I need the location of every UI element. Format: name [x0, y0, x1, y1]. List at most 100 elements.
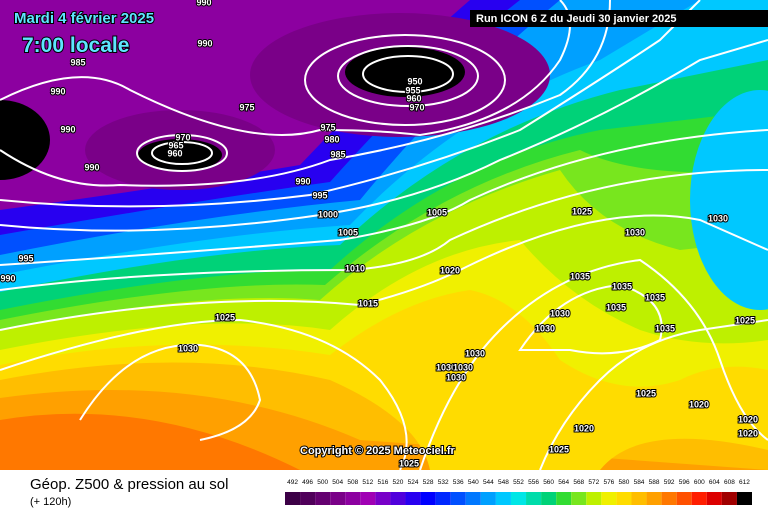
- footer-lead: (+ 120h): [30, 496, 71, 508]
- isobar-label: 1015: [358, 298, 378, 308]
- scale-value: 544: [483, 479, 494, 486]
- header: Mardi 4 février 2025 7:00 locale Run ICO…: [13, 9, 768, 58]
- isobar-label: 990: [197, 38, 212, 48]
- scale-value: 552: [513, 479, 524, 486]
- scale-value: 540: [468, 479, 479, 486]
- scale-swatch: [360, 492, 376, 505]
- isobar-labels: 9909909859909909759709659609509559609709…: [0, 0, 759, 469]
- isobar-label: 970: [409, 102, 424, 112]
- scale-value: 588: [649, 479, 660, 486]
- pressure-field: [0, 0, 768, 470]
- isobar-label: 1030: [178, 343, 198, 353]
- scale-swatch: [601, 492, 617, 505]
- scale-swatch: [420, 492, 436, 505]
- scale-value: 524: [408, 479, 419, 486]
- isobar-label: 985: [70, 57, 85, 67]
- scale-swatch: [721, 492, 737, 505]
- copyright: Copyright © 2025 Meteociel.fr: [300, 445, 456, 457]
- scale-value: 568: [573, 479, 584, 486]
- scale-value: 564: [558, 479, 569, 486]
- scale-swatch: [541, 492, 557, 505]
- scale-swatch: [646, 492, 662, 505]
- scale-swatch: [435, 492, 451, 505]
- scale-swatch: [676, 492, 692, 505]
- scale-swatch: [390, 492, 406, 505]
- isobar-label: 1030: [453, 362, 473, 372]
- isobar-label: 960: [406, 93, 421, 103]
- isobar-label: 985: [330, 149, 345, 159]
- isobar-label: 1005: [427, 207, 447, 217]
- scale-swatch: [706, 492, 722, 505]
- scale-swatch: [300, 492, 316, 505]
- scale-swatch: [661, 492, 677, 505]
- scale-swatch: [495, 492, 511, 505]
- scale-swatch: [556, 492, 572, 505]
- scale-swatch: [465, 492, 481, 505]
- isobar-label: 950: [407, 76, 422, 86]
- isobar-label: 1025: [399, 458, 419, 468]
- isobar-label: 960: [167, 148, 182, 158]
- isobar-label: 1035: [570, 271, 590, 281]
- scale-value: 604: [709, 479, 720, 486]
- isobar-label: 1030: [535, 323, 555, 333]
- scale-value: 496: [302, 479, 313, 486]
- isobar-label: 990: [196, 0, 211, 7]
- isobar-label: 1020: [689, 399, 709, 409]
- isobar-label: 975: [320, 122, 335, 132]
- scale-value: 500: [317, 479, 328, 486]
- isobar-label: 955: [405, 85, 420, 95]
- isobar-label: 990: [0, 273, 15, 283]
- scale-value: 612: [739, 479, 750, 486]
- scale-swatch: [616, 492, 632, 505]
- scale-value: 556: [528, 479, 539, 486]
- isobar-label: 970: [175, 132, 190, 142]
- isobar-label: 1035: [606, 302, 626, 312]
- isobar-label: 980: [324, 134, 339, 144]
- isobar-label: 995: [312, 190, 327, 200]
- isobar-label: 990: [50, 86, 65, 96]
- isobar-label: 1000: [318, 209, 338, 219]
- scale-value: 576: [603, 479, 614, 486]
- scale-value: 532: [438, 479, 449, 486]
- scale-value: 560: [543, 479, 554, 486]
- scale-swatch: [345, 492, 361, 505]
- isobar-label: 1030: [436, 362, 456, 372]
- scale-swatch: [571, 492, 587, 505]
- scale-value: 504: [332, 479, 343, 486]
- scale-value: 520: [393, 479, 404, 486]
- isobar-label: 1020: [574, 423, 594, 433]
- isobar-label: 1035: [645, 292, 665, 302]
- isobar-label: 1030: [550, 308, 570, 318]
- isobar-label: 975: [239, 102, 254, 112]
- forecast-time: 7:00 locale: [22, 34, 129, 57]
- isobar-label: 1025: [572, 206, 592, 216]
- scale-value: 528: [423, 479, 434, 486]
- scale-value: 572: [588, 479, 599, 486]
- isobar-label: 1025: [735, 315, 755, 325]
- isobar-label: 1020: [738, 414, 758, 424]
- isobar-label: 1025: [549, 444, 569, 454]
- run-box: [470, 10, 768, 27]
- scale-swatch: [480, 492, 496, 505]
- scale-swatch: [736, 492, 752, 505]
- scale-value: 584: [634, 479, 645, 486]
- scale-swatch: [631, 492, 647, 505]
- scale-value: 596: [679, 479, 690, 486]
- isobar-label: 1025: [636, 388, 656, 398]
- isobar-label: 995: [18, 253, 33, 263]
- scale-swatch: [375, 492, 391, 505]
- isobars: [0, 0, 768, 471]
- isobar-label: 1010: [345, 263, 365, 273]
- color-scale: 492 496 500 504 508 512 516 520 524 528 532 536 540 5…: [285, 479, 752, 505]
- run-info: Run ICON 6 Z du Jeudi 30 janvier 2025: [476, 13, 677, 25]
- scale-swatch: [526, 492, 542, 505]
- isobar-label: 990: [60, 124, 75, 134]
- scale-value: 592: [664, 479, 675, 486]
- scale-value: 492: [287, 479, 298, 486]
- scale-value: 600: [694, 479, 705, 486]
- scale-swatch: [691, 492, 707, 505]
- isobar-label: 1020: [440, 265, 460, 275]
- scale-value: 548: [498, 479, 509, 486]
- scale-swatch: [450, 492, 466, 505]
